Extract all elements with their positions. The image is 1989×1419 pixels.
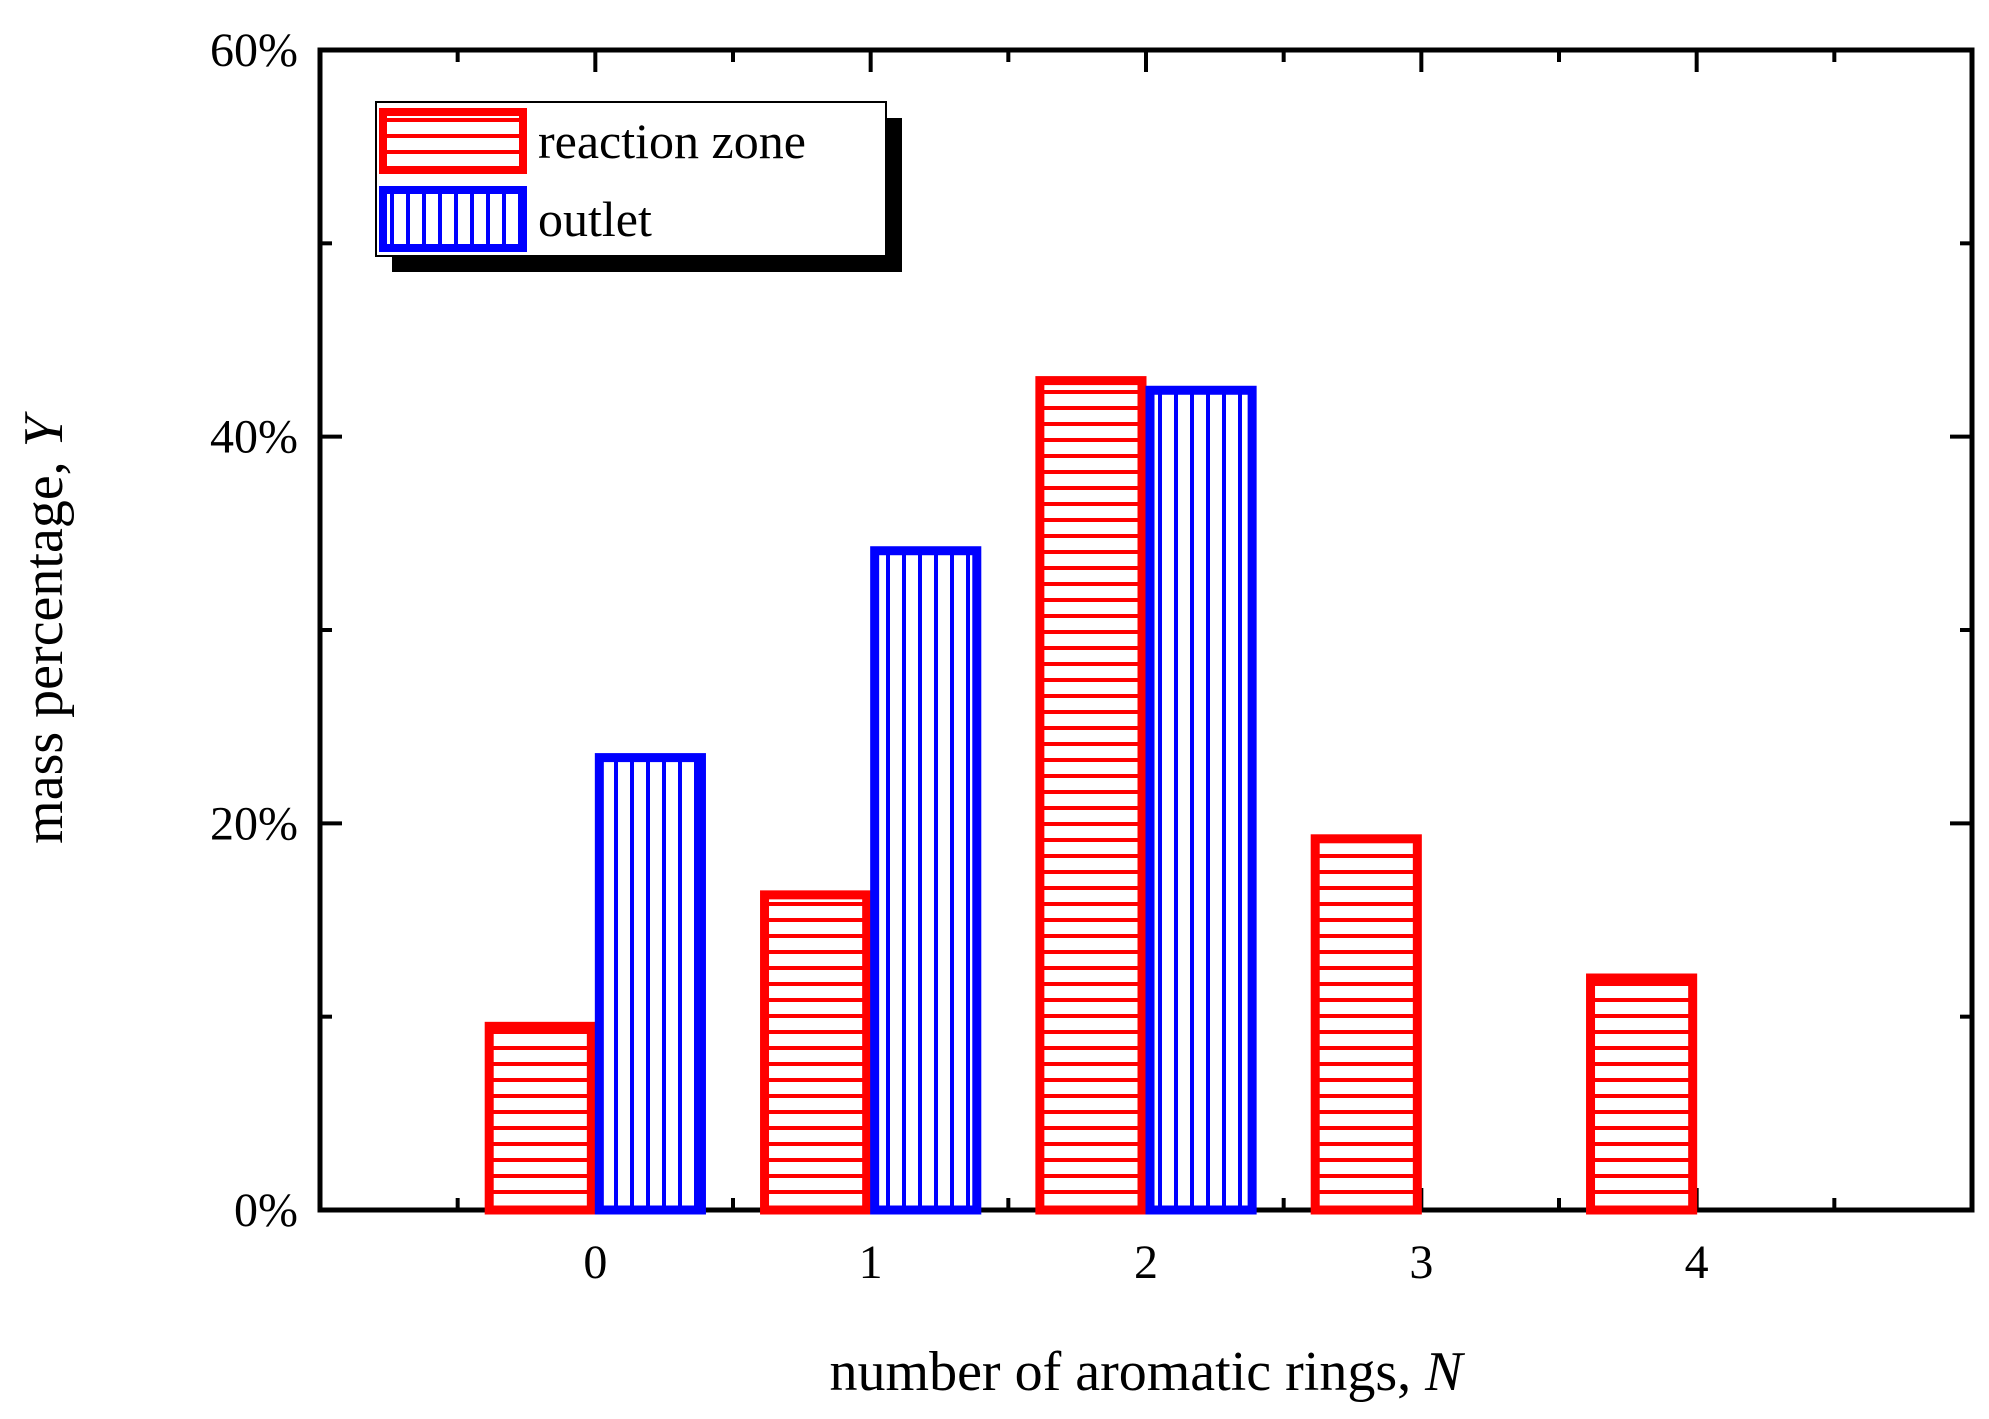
bars xyxy=(484,376,1698,1215)
bar-reaction-zone-2 xyxy=(1035,376,1147,1215)
x-axis-title: number of aromatic rings, N xyxy=(830,1341,1466,1403)
bar-reaction-zone-3 xyxy=(1310,834,1422,1215)
x-tick-label: 0 xyxy=(583,1236,607,1289)
x-tick-label: 3 xyxy=(1409,1236,1433,1289)
bar-outlet-0 xyxy=(594,753,706,1215)
legend-label-outlet: outlet xyxy=(538,191,652,247)
y-tick-label: 0% xyxy=(234,1184,298,1237)
bar-reaction-zone-4 xyxy=(1586,973,1698,1215)
y-tick-label: 20% xyxy=(210,797,298,850)
legend-swatch-reaction-zone xyxy=(379,108,527,174)
y-tick-label: 40% xyxy=(210,411,298,464)
legend: reaction zone outlet xyxy=(375,101,902,272)
x-tick-labels: 0 1 2 3 4 xyxy=(583,1236,1708,1289)
legend-label-reaction-zone: reaction zone xyxy=(538,113,806,169)
x-tick-label: 1 xyxy=(859,1236,883,1289)
legend-swatch-outlet xyxy=(379,186,527,252)
bar-outlet-1 xyxy=(870,546,982,1215)
y-tick-labels: 0% 20% 40% 60% xyxy=(210,24,298,1237)
x-tick-label: 4 xyxy=(1685,1236,1709,1289)
bar-reaction-zone-0 xyxy=(484,1021,596,1215)
bar-reaction-zone-1 xyxy=(760,890,872,1215)
y-tick-label: 60% xyxy=(210,24,298,77)
y-axis-title: mass percentage, Y xyxy=(13,410,75,843)
bar-outlet-2 xyxy=(1145,385,1257,1215)
x-tick-label: 2 xyxy=(1134,1236,1158,1289)
